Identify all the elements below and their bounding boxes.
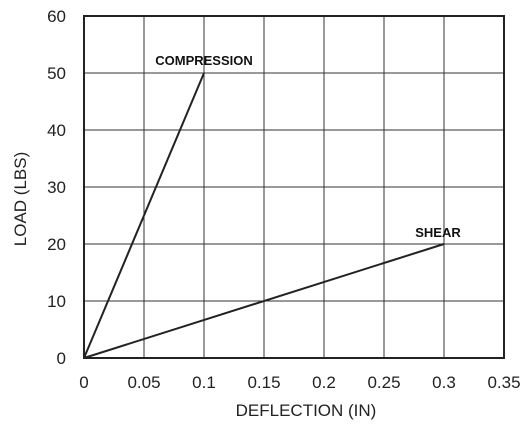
x-tick-label: 0.35 (487, 373, 520, 392)
series-group: COMPRESSION SHEAR (83, 53, 461, 359)
y-axis-ticks: 0 10 20 30 40 50 60 (47, 7, 66, 368)
grid (83, 15, 505, 359)
x-tick-label: 0.2 (312, 373, 336, 392)
series-label-shear: SHEAR (415, 225, 461, 240)
x-tick-label: 0.1 (192, 373, 216, 392)
x-tick-label: 0.05 (127, 373, 160, 392)
y-tick-label: 10 (47, 292, 66, 311)
y-tick-label: 20 (47, 235, 66, 254)
series-line-shear (83, 243, 445, 359)
series-label-compression: COMPRESSION (155, 53, 253, 68)
y-tick-label: 30 (47, 178, 66, 197)
x-axis-ticks: 0 0.05 0.1 0.15 0.2 0.25 0.3 0.35 (79, 373, 520, 392)
y-tick-label: 40 (47, 121, 66, 140)
y-tick-label: 50 (47, 64, 66, 83)
x-tick-label: 0 (79, 373, 88, 392)
series-line-compression (83, 72, 205, 359)
x-axis-title: DEFLECTION (IN) (236, 401, 377, 420)
x-tick-label: 0.3 (432, 373, 456, 392)
y-tick-label: 0 (57, 349, 66, 368)
plot-area-frame (83, 15, 505, 359)
y-tick-label: 60 (47, 7, 66, 26)
x-tick-label: 0.25 (367, 373, 400, 392)
y-axis-title: LOAD (LBS) (11, 152, 30, 246)
x-tick-label: 0.15 (247, 373, 280, 392)
